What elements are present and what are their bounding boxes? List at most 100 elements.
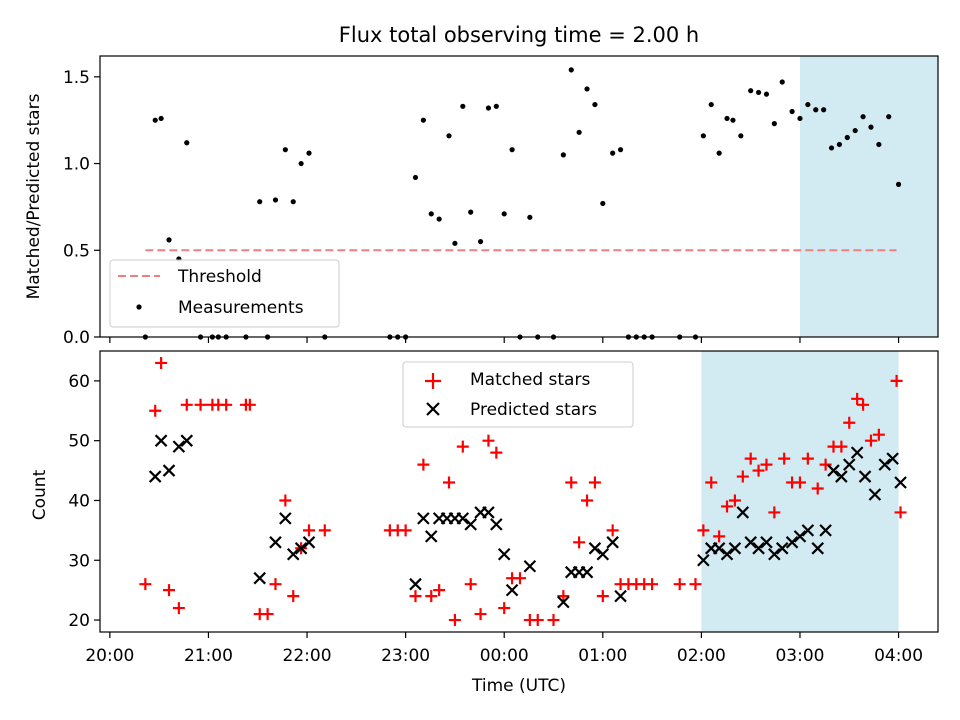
predicted-star-point (760, 536, 773, 549)
data-point (797, 115, 803, 122)
matched-star-point (180, 398, 193, 411)
data-point (610, 150, 616, 156)
predicted-star-point (775, 542, 789, 555)
top-legend: Threshold Measurements (109, 259, 340, 328)
data-point (184, 140, 190, 146)
data-point (158, 115, 164, 122)
predicted-star-point (728, 542, 742, 555)
matched-star-point (689, 578, 702, 591)
y-tick-label: 50 (68, 432, 90, 452)
top-ylabel: Matched/Predicted stars (24, 93, 44, 299)
matched-star-point (894, 506, 907, 519)
data-point (576, 129, 582, 135)
matched-star-point (269, 578, 282, 591)
matched-star-point (768, 506, 781, 519)
data-point (821, 107, 827, 113)
predicted-star-point (697, 553, 710, 567)
predicted-star-point (811, 542, 824, 555)
x-tick-label: 23:00 (381, 646, 430, 666)
matched-star-point (736, 470, 749, 483)
predicted-star-point (154, 434, 168, 447)
predicted-star-point (557, 595, 570, 609)
bottom-panel-axes: 20 30 40 50 60 20:00 21:00 22:00 23:00 00:00 01:00… (68, 372, 923, 666)
y-tick-label: 40 (68, 491, 90, 511)
predicted-star-point (878, 458, 892, 471)
predicted-star-point (269, 536, 282, 549)
matched-star-point (565, 476, 578, 489)
data-point (738, 133, 744, 139)
matched-star-point (443, 476, 456, 489)
predicted-star-point (596, 547, 610, 561)
bottom-panel-background (701, 351, 899, 632)
data-point (852, 127, 858, 134)
matched-star-point (482, 434, 495, 447)
data-point (460, 103, 466, 109)
x-tick-label: 02:00 (677, 646, 726, 666)
matched-star-point (456, 440, 469, 453)
matched-star-point (417, 458, 430, 471)
matched-star-point (872, 428, 885, 441)
matched-star-point (596, 590, 609, 603)
predicted-star-point (409, 577, 422, 591)
matched-star-point (243, 398, 256, 411)
legend-predicted-swatch (426, 402, 440, 416)
data-point (446, 133, 452, 139)
matched-star-point (760, 458, 773, 471)
matched-star-point (835, 440, 848, 453)
matched-star-point (752, 464, 765, 477)
matched-star-point (399, 524, 412, 537)
highlight-span (799, 56, 938, 337)
matched-star-point (811, 482, 824, 495)
matched-star-point (606, 524, 619, 537)
data-point (477, 238, 484, 245)
predicted-star-point (505, 583, 519, 597)
data-point (282, 147, 288, 153)
matched-star-point (149, 404, 162, 417)
predicted-star-point (744, 536, 757, 549)
data-point (789, 108, 795, 115)
data-point (420, 117, 426, 123)
data-point (724, 115, 730, 122)
predicted-star-point (302, 536, 316, 549)
matched-star-point (851, 392, 864, 405)
predicted-star-point (588, 542, 602, 555)
matched-star-point (864, 434, 877, 447)
predicted-star-point (253, 571, 266, 585)
predicted-star-point (720, 547, 734, 561)
y-tick-label: 60 (68, 372, 90, 392)
matched-star-point (843, 416, 856, 429)
top-panel-marks (142, 67, 902, 340)
matched-star-point (531, 614, 544, 627)
predicted-star-point (614, 589, 627, 603)
data-point (617, 147, 624, 153)
data-point (600, 200, 606, 207)
data-point (813, 107, 819, 113)
data-point (868, 124, 874, 130)
matched-star-point (139, 578, 152, 591)
data-point (584, 86, 590, 92)
matched-star-point (448, 614, 461, 627)
predicted-star-point (712, 542, 726, 555)
data-point (895, 181, 902, 187)
predicted-star-point (801, 524, 815, 537)
predicted-star-point (819, 524, 832, 537)
data-point (428, 211, 434, 217)
data-point (166, 237, 172, 243)
predicted-star-point (894, 476, 907, 489)
matched-star-point (705, 476, 718, 489)
top-panel-background (799, 56, 938, 337)
matched-star-point (573, 536, 586, 549)
matched-star-point (172, 602, 185, 615)
matched-star-point (490, 446, 503, 459)
matched-star-point (155, 356, 168, 369)
matched-star-point (163, 584, 176, 597)
data-point (560, 152, 566, 158)
predicted-star-point (456, 512, 470, 525)
predicted-star-point (858, 470, 872, 483)
matched-star-point (857, 398, 870, 411)
predicted-star-point (835, 470, 848, 483)
predicted-star-point (279, 512, 292, 525)
data-point (306, 150, 312, 156)
matched-star-point (890, 374, 903, 387)
legend-measurements-label: Measurements (178, 298, 304, 318)
